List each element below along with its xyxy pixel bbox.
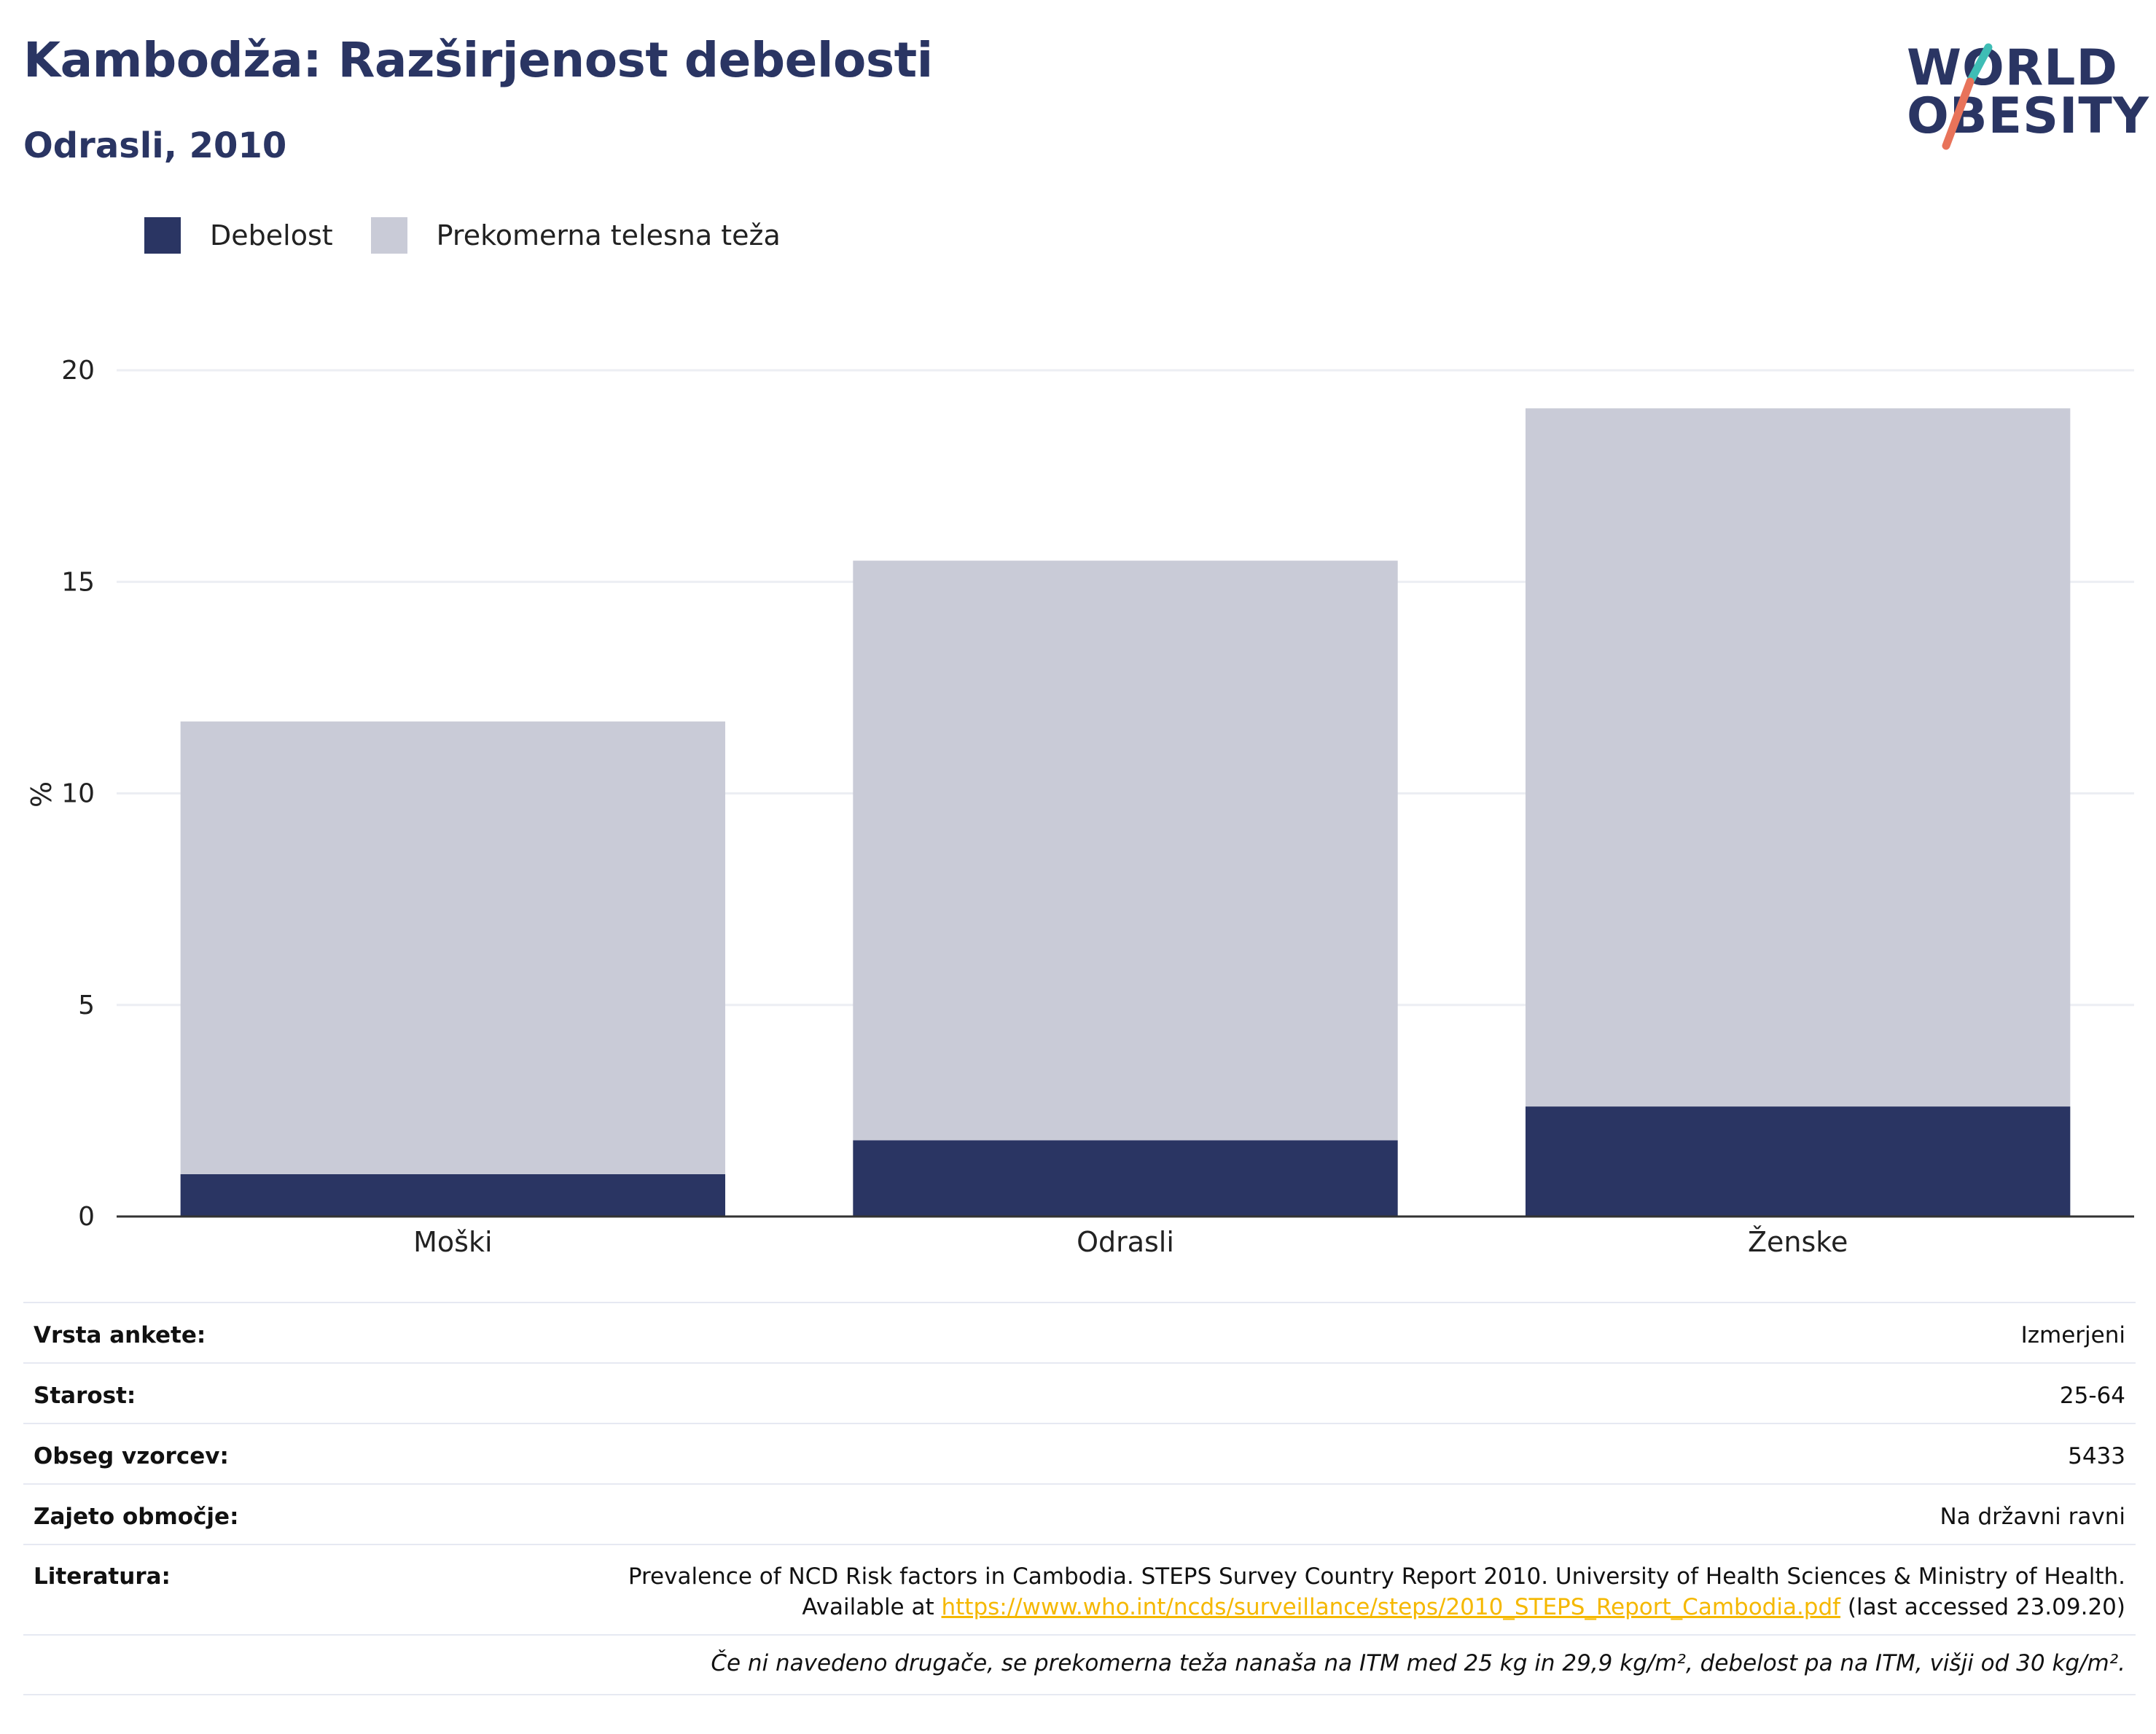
legend-label-overweight: Prekomerna telesna teža [436,219,781,251]
definition-note: Če ni navedeno drugače, se prekomerna te… [23,1634,2136,1695]
stacked-bar-chart: 0 5 10 15 20% Moški Odrasli Ženske [26,356,2134,1258]
bar-overweight [180,721,726,1174]
info-key: Obseg vzorcev: [23,1423,481,1484]
logo-slash-icon [1942,43,1993,150]
info-key: Zajeto območje: [23,1483,481,1544]
page-subtitle: Odrasli, 2010 [23,125,287,166]
legend-swatch-obesity [144,217,181,254]
info-row: Starost: 25-64 [23,1362,2136,1423]
y-tick-label: 10 [61,779,95,809]
definition-note-row: Če ni navedeno drugače, se prekomerna te… [23,1634,2136,1695]
bar-obesity [853,1140,1398,1216]
bar-overweight [1525,408,2071,1107]
y-tick-label: 15 [61,567,95,597]
literature-value: Prevalence of NCD Risk factors in Cambod… [481,1544,2136,1635]
chart-legend: Debelost Prekomerna telesna teža [144,217,819,254]
info-row: Vrsta ankete: Izmerjeni [23,1302,2136,1363]
bar-obesity [180,1173,726,1216]
bar-overweight [853,561,1398,1141]
info-row: Obseg vzorcev: 5433 [23,1423,2136,1484]
x-tick-label: Odrasli [1077,1226,1174,1258]
legend-swatch-overweight [370,217,407,254]
y-axis-label: % [26,781,58,808]
x-tick-label: Ženske [1748,1226,1848,1258]
literature-row: Literatura: Prevalence of NCD Risk facto… [23,1544,2136,1635]
literature-available-at: Available at [802,1594,942,1620]
literature-key: Literatura: [23,1544,481,1635]
legend-item-overweight[interactable]: Prekomerna telesna teža [370,217,781,254]
literature-link[interactable]: https://www.who.int/ncds/surveillance/st… [941,1594,1841,1620]
y-tick-label: 20 [61,356,95,386]
info-key: Vrsta ankete: [23,1302,481,1363]
x-tick-label: Moški [413,1226,492,1258]
info-value: Na državni ravni [481,1483,2136,1544]
logo-line-1: WORLD [1907,39,2118,97]
info-key: Starost: [23,1362,481,1423]
literature-accessed: (last accessed 23.09.20) [1840,1594,2125,1620]
info-value: 25-64 [481,1362,2136,1423]
world-obesity-logo: WORLD OBESITY [1895,22,2149,153]
y-tick-label: 0 [78,1202,95,1232]
info-row: Zajeto območje: Na državni ravni [23,1483,2136,1544]
survey-info-table: Vrsta ankete: Izmerjeni Starost: 25-64 O… [23,1302,2136,1695]
page-title: Kambodža: Razširjenost debelosti [23,32,933,88]
y-tick-label: 5 [78,991,95,1020]
bar-obesity [1525,1106,2071,1216]
info-value: Izmerjeni [481,1302,2136,1363]
literature-citation: Prevalence of NCD Risk factors in Cambod… [628,1563,2125,1590]
info-value: 5433 [481,1423,2136,1484]
legend-item-obesity[interactable]: Debelost [144,217,333,254]
legend-label-obesity: Debelost [210,219,333,251]
